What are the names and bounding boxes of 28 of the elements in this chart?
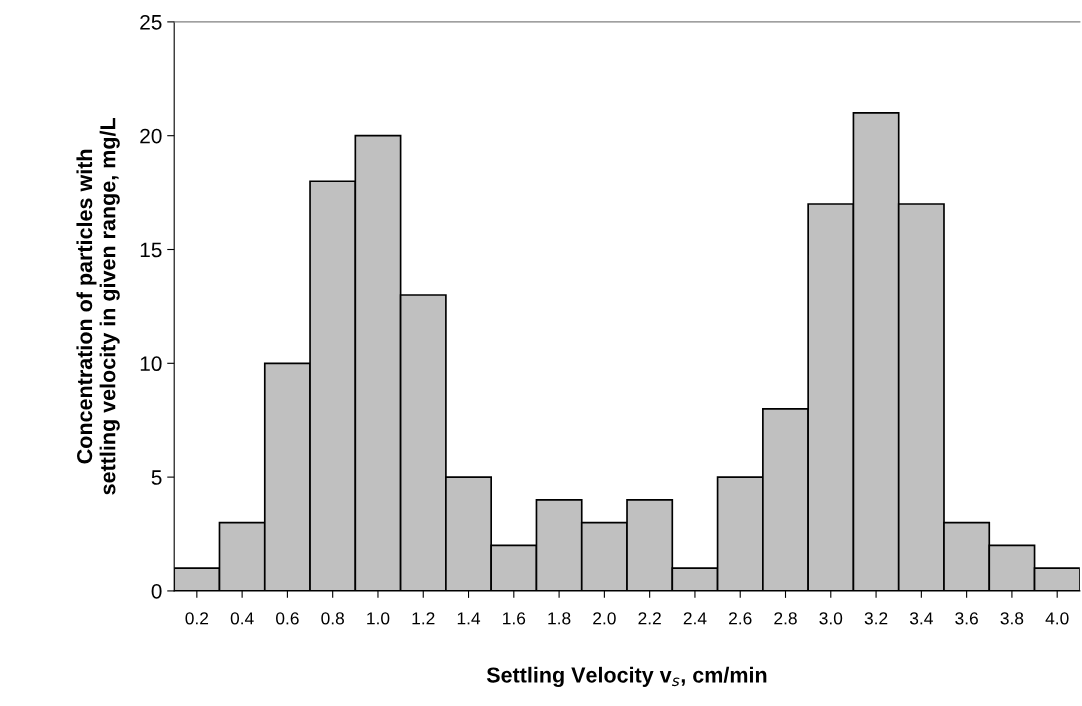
x-tick-label: 3.2 <box>864 612 888 625</box>
y-axis-title: Concentration of particles with settling velocity in given range, mg/L <box>76 118 120 495</box>
x-tick-label: 2.8 <box>774 612 797 625</box>
x-tick-label: 3.0 <box>819 612 843 625</box>
y-tick-label: 0 <box>151 583 162 599</box>
x-tick-label: 4.0 <box>1045 612 1069 625</box>
x-tick-label: 2.4 <box>683 612 707 625</box>
x-tick-label: 1.4 <box>457 612 481 625</box>
y-tick-label: 25 <box>140 14 162 30</box>
x-tick-label: 0.2 <box>185 612 209 625</box>
x-tick-label: 0.4 <box>230 612 254 625</box>
x-tick-label: 2.6 <box>729 612 752 625</box>
x-tick-label: 2.2 <box>638 612 661 625</box>
y-tick-label: 15 <box>140 242 162 258</box>
x-tick-label: 1.8 <box>548 612 571 625</box>
x-tick-label: 1.2 <box>412 612 435 625</box>
x-tick-label: 3.6 <box>955 612 978 625</box>
x-tick-label: 0.6 <box>276 612 299 625</box>
x-tick-label: 0.8 <box>321 612 344 625</box>
y-tick-label: 5 <box>151 470 162 485</box>
x-tick-label: 1.0 <box>367 612 390 625</box>
y-tick-label: 10 <box>140 356 162 372</box>
x-tick-label: 3.4 <box>909 612 933 625</box>
y-tick-label: 20 <box>140 128 162 144</box>
x-tick-label: 1.6 <box>503 612 526 625</box>
x-axis-title: Settling Velocity v$_{s}$, cm/min <box>486 666 767 687</box>
x-tick-label: 3.8 <box>1000 612 1024 625</box>
x-tick-label: 2.0 <box>593 612 616 625</box>
